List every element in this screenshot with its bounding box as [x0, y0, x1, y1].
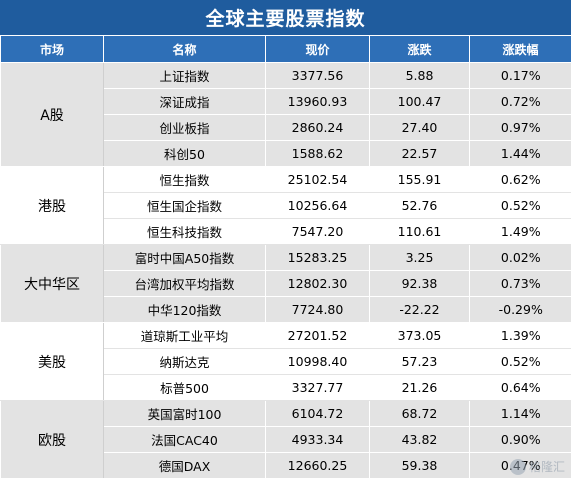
header-change: 涨跌: [369, 35, 470, 63]
change-cell: 27.40: [369, 114, 470, 141]
page-title: 全球主要股票指数: [205, 8, 366, 30]
change-cell: 110.61: [369, 218, 470, 245]
index-name-cell: 恒生国企指数: [103, 192, 266, 219]
change-cell: 5.88: [369, 62, 470, 89]
index-table: 市场 名称 现价 涨跌 涨跌幅 A股 上证指数 3377.56 5.88 0.17% 深证…: [0, 35, 571, 479]
change-pct-cell: -0.29%: [469, 296, 571, 323]
price-cell: 27201.52: [265, 322, 370, 349]
price-cell: 2860.24: [265, 114, 370, 141]
index-name-cell: 上证指数: [103, 62, 266, 89]
change-pct-cell: 0.97%: [469, 114, 571, 141]
table-row: 恒生科技指数 7547.20 110.61 1.49%: [1, 218, 571, 245]
price-cell: 25102.54: [265, 166, 370, 193]
table-row: 中华120指数 7724.80 -22.22 -0.29%: [1, 296, 571, 323]
index-name-cell: 台湾加权平均指数: [103, 270, 266, 297]
table-row: 创业板指 2860.24 27.40 0.97%: [1, 114, 571, 141]
change-cell: 68.72: [369, 400, 470, 427]
market-cell: 大中华区: [0, 244, 104, 323]
price-cell: 12802.30: [265, 270, 370, 297]
index-name-cell: 道琼斯工业平均: [103, 322, 266, 349]
change-pct-cell: 0.52%: [469, 192, 571, 219]
change-pct-cell: 0.72%: [469, 88, 571, 115]
change-pct-cell: 1.49%: [469, 218, 571, 245]
change-pct-cell: 0.90%: [469, 426, 571, 453]
price-cell: 13960.93: [265, 88, 370, 115]
index-name-cell: 深证成指: [103, 88, 266, 115]
market-cell: 美股: [0, 322, 104, 401]
index-name-cell: 科创50: [103, 140, 266, 167]
change-pct-cell: 0.64%: [469, 374, 571, 401]
price-cell: 12660.25: [265, 452, 370, 479]
price-cell: 1588.62: [265, 140, 370, 167]
change-pct-cell: 0.52%: [469, 348, 571, 375]
index-name-cell: 富时中国A50指数: [103, 244, 266, 271]
table-row: 深证成指 13960.93 100.47 0.72%: [1, 88, 571, 115]
market-cell: A股: [0, 62, 104, 167]
change-pct-cell: 0.17%: [469, 62, 571, 89]
change-pct-cell: 1.39%: [469, 322, 571, 349]
table-body: A股 上证指数 3377.56 5.88 0.17% 深证成指 13960.93 100.47…: [0, 62, 571, 479]
price-cell: 15283.25: [265, 244, 370, 271]
table-row: 美股 道琼斯工业平均 27201.52 373.05 1.39%: [0, 322, 571, 401]
change-pct-cell: 1.14%: [469, 400, 571, 427]
table-row: 标普500 3327.77 21.26 0.64%: [1, 374, 571, 401]
table-row: 欧股 英国富时100 6104.72 68.72 1.14%: [0, 400, 571, 479]
change-cell: 57.23: [369, 348, 470, 375]
title-bar: 全球主要股票指数: [0, 0, 571, 35]
header-market: 市场: [0, 35, 104, 63]
price-cell: 6104.72: [265, 400, 370, 427]
price-cell: 4933.34: [265, 426, 370, 453]
change-pct-cell: 0.02%: [469, 244, 571, 271]
price-cell: 3377.56: [265, 62, 370, 89]
change-cell: 59.38: [369, 452, 470, 479]
change-cell: 22.57: [369, 140, 470, 167]
change-cell: 52.76: [369, 192, 470, 219]
header-name: 名称: [103, 35, 266, 63]
price-cell: 10998.40: [265, 348, 370, 375]
index-name-cell: 恒生科技指数: [103, 218, 266, 245]
index-name-cell: 中华120指数: [103, 296, 266, 323]
change-pct-cell: 0.73%: [469, 270, 571, 297]
table-row: 台湾加权平均指数 12802.30 92.38 0.73%: [1, 270, 571, 297]
price-cell: 7547.20: [265, 218, 370, 245]
index-name-cell: 恒生指数: [103, 166, 266, 193]
price-cell: 7724.80: [265, 296, 370, 323]
price-cell: 3327.77: [265, 374, 370, 401]
index-name-cell: 纳斯达克: [103, 348, 266, 375]
header-row: 市场 名称 现价 涨跌 涨跌幅: [0, 35, 571, 63]
change-pct-cell: 0.62%: [469, 166, 571, 193]
table-row: 法国CAC40 4933.34 43.82 0.90%: [1, 426, 571, 453]
change-pct-cell: 1.44%: [469, 140, 571, 167]
change-cell: 155.91: [369, 166, 470, 193]
price-cell: 10256.64: [265, 192, 370, 219]
index-name-cell: 标普500: [103, 374, 266, 401]
table-row: 大中华区 富时中国A50指数 15283.25 3.25 0.02%: [0, 244, 571, 323]
table-row: 恒生国企指数 10256.64 52.76 0.52%: [1, 192, 571, 219]
header-change-pct: 涨跌幅: [469, 35, 571, 63]
change-cell: 43.82: [369, 426, 470, 453]
index-name-cell: 创业板指: [103, 114, 266, 141]
market-cell: 港股: [0, 166, 104, 245]
table-row: A股 上证指数 3377.56 5.88 0.17%: [0, 62, 571, 167]
change-cell: 100.47: [369, 88, 470, 115]
table-row: 纳斯达克 10998.40 57.23 0.52%: [1, 348, 571, 375]
index-name-cell: 英国富时100: [103, 400, 266, 427]
change-cell: 373.05: [369, 322, 470, 349]
change-cell: 3.25: [369, 244, 470, 271]
change-cell: 21.26: [369, 374, 470, 401]
table-row: 港股 恒生指数 25102.54 155.91 0.62%: [0, 166, 571, 245]
change-cell: -22.22: [369, 296, 470, 323]
market-cell: 欧股: [0, 400, 104, 479]
change-cell: 92.38: [369, 270, 470, 297]
header-price: 现价: [265, 35, 370, 63]
index-name-cell: 德国DAX: [103, 452, 266, 479]
change-pct-cell: 0.47%: [469, 452, 571, 479]
index-name-cell: 法国CAC40: [103, 426, 266, 453]
